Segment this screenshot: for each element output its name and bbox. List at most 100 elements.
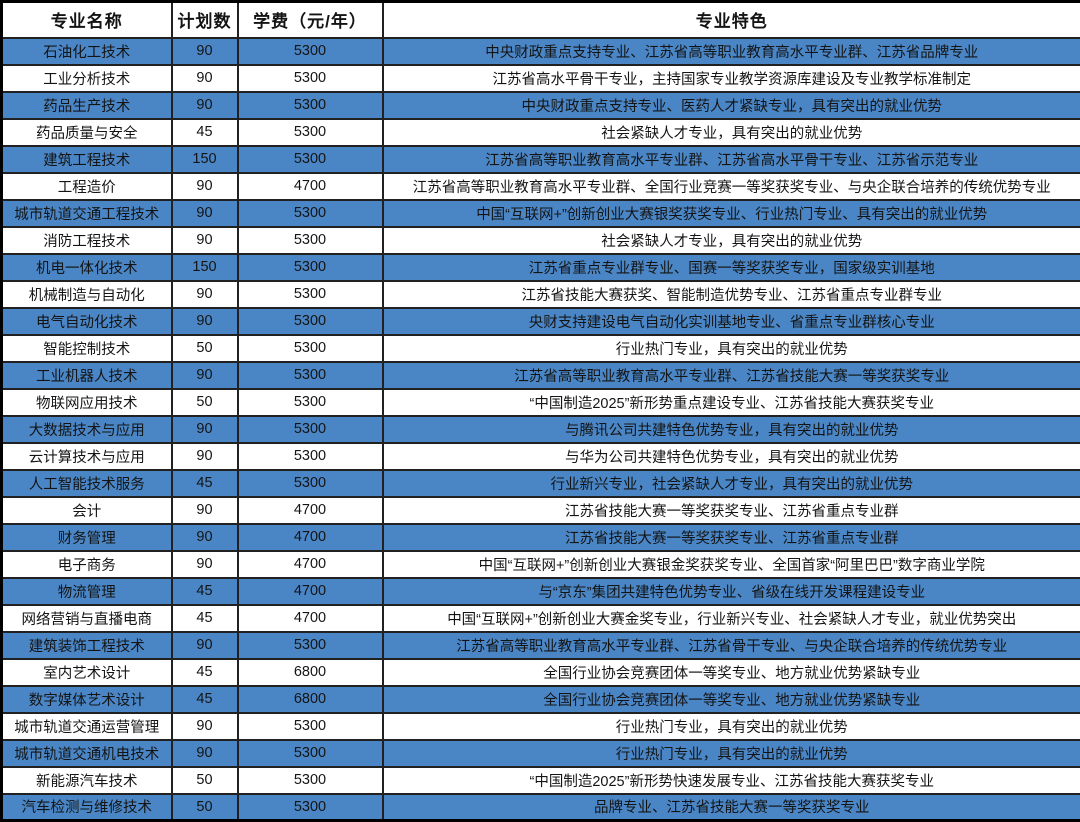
cell-plan-count: 90 (172, 713, 238, 740)
cell-tuition: 5300 (238, 443, 383, 470)
cell-major-name: 会计 (2, 497, 172, 524)
cell-major-feature: 中央财政重点支持专业、医药人才紧缺专业，具有突出的就业优势 (383, 92, 1080, 119)
cell-plan-count: 45 (172, 659, 238, 686)
cell-plan-count: 45 (172, 470, 238, 497)
cell-tuition: 4700 (238, 551, 383, 578)
cell-plan-count: 90 (172, 416, 238, 443)
cell-major-feature: 全国行业协会竞赛团体一等奖专业、地方就业优势紧缺专业 (383, 659, 1080, 686)
table-row: 城市轨道交通工程技术 90 5300 中国“互联网+”创新创业大赛银奖获奖专业、… (2, 200, 1080, 227)
table-row: 室内艺术设计 45 6800 全国行业协会竞赛团体一等奖专业、地方就业优势紧缺专… (2, 659, 1080, 686)
cell-major-feature: 中国“互联网+”创新创业大赛金奖专业，行业新兴专业、社会紧缺人才专业，就业优势突… (383, 605, 1080, 632)
cell-plan-count: 50 (172, 335, 238, 362)
header-major-feature: 专业特色 (383, 2, 1080, 38)
cell-major-feature: 江苏省高等职业教育高水平专业群、江苏省技能大赛一等奖获奖专业 (383, 362, 1080, 389)
table-row: 云计算技术与应用 90 5300 与华为公司共建特色优势专业，具有突出的就业优势 (2, 443, 1080, 470)
cell-major-feature: 品牌专业、江苏省技能大赛一等奖获奖专业 (383, 794, 1080, 821)
cell-tuition: 4700 (238, 497, 383, 524)
cell-plan-count: 90 (172, 308, 238, 335)
cell-tuition: 4700 (238, 605, 383, 632)
cell-tuition: 5300 (238, 227, 383, 254)
table-row: 电气自动化技术 90 5300 央财支持建设电气自动化实训基地专业、省重点专业群… (2, 308, 1080, 335)
table-row: 网络营销与直播电商 45 4700 中国“互联网+”创新创业大赛金奖专业，行业新… (2, 605, 1080, 632)
cell-major-feature: “中国制造2025”新形势重点建设专业、江苏省技能大赛获奖专业 (383, 389, 1080, 416)
cell-tuition: 5300 (238, 254, 383, 281)
cell-major-feature: 中央财政重点支持专业、江苏省高等职业教育高水平专业群、江苏省品牌专业 (383, 38, 1080, 65)
cell-plan-count: 90 (172, 227, 238, 254)
cell-major-feature: “中国制造2025”新形势快速发展专业、江苏省技能大赛获奖专业 (383, 767, 1080, 794)
table-header: 专业名称 计划数 学费（元/年） 专业特色 (2, 2, 1080, 38)
cell-major-name: 建筑装饰工程技术 (2, 632, 172, 659)
cell-major-name: 汽车检测与维修技术 (2, 794, 172, 821)
header-major-name: 专业名称 (2, 2, 172, 38)
cell-major-feature: 中国“互联网+”创新创业大赛银金奖获奖专业、全国首家“阿里巴巴”数字商业学院 (383, 551, 1080, 578)
cell-plan-count: 45 (172, 686, 238, 713)
cell-major-feature: 江苏省技能大赛获奖、智能制造优势专业、江苏省重点专业群专业 (383, 281, 1080, 308)
table-row: 药品质量与安全 45 5300 社会紧缺人才专业，具有突出的就业优势 (2, 119, 1080, 146)
cell-tuition: 5300 (238, 281, 383, 308)
cell-tuition: 4700 (238, 578, 383, 605)
cell-major-feature: 中国“互联网+”创新创业大赛银奖获奖专业、行业热门专业、具有突出的就业优势 (383, 200, 1080, 227)
cell-plan-count: 90 (172, 173, 238, 200)
table-row: 建筑工程技术 150 5300 江苏省高等职业教育高水平专业群、江苏省高水平骨干… (2, 146, 1080, 173)
cell-major-name: 数字媒体艺术设计 (2, 686, 172, 713)
cell-plan-count: 50 (172, 767, 238, 794)
cell-major-name: 城市轨道交通工程技术 (2, 200, 172, 227)
cell-major-name: 工程造价 (2, 173, 172, 200)
cell-plan-count: 90 (172, 38, 238, 65)
cell-tuition: 6800 (238, 686, 383, 713)
table-row: 物联网应用技术 50 5300 “中国制造2025”新形势重点建设专业、江苏省技… (2, 389, 1080, 416)
cell-major-feature: 央财支持建设电气自动化实训基地专业、省重点专业群核心专业 (383, 308, 1080, 335)
cell-tuition: 5300 (238, 146, 383, 173)
table-row: 机械制造与自动化 90 5300 江苏省技能大赛获奖、智能制造优势专业、江苏省重… (2, 281, 1080, 308)
cell-major-name: 智能控制技术 (2, 335, 172, 362)
table-row: 汽车检测与维修技术 50 5300 品牌专业、江苏省技能大赛一等奖获奖专业 (2, 794, 1080, 821)
cell-major-name: 消防工程技术 (2, 227, 172, 254)
cell-major-feature: 社会紧缺人才专业，具有突出的就业优势 (383, 119, 1080, 146)
table-row: 数字媒体艺术设计 45 6800 全国行业协会竞赛团体一等奖专业、地方就业优势紧… (2, 686, 1080, 713)
cell-plan-count: 150 (172, 254, 238, 281)
cell-tuition: 5300 (238, 470, 383, 497)
cell-major-name: 工业机器人技术 (2, 362, 172, 389)
table-row: 工程造价 90 4700 江苏省高等职业教育高水平专业群、全国行业竞赛一等奖获奖… (2, 173, 1080, 200)
table-row: 智能控制技术 50 5300 行业热门专业，具有突出的就业优势 (2, 335, 1080, 362)
table-row: 物流管理 45 4700 与“京东”集团共建特色优势专业、省级在线开发课程建设专… (2, 578, 1080, 605)
cell-major-name: 药品质量与安全 (2, 119, 172, 146)
cell-major-name: 药品生产技术 (2, 92, 172, 119)
table-row: 药品生产技术 90 5300 中央财政重点支持专业、医药人才紧缺专业，具有突出的… (2, 92, 1080, 119)
header-tuition: 学费（元/年） (238, 2, 383, 38)
table-row: 人工智能技术服务 45 5300 行业新兴专业，社会紧缺人才专业，具有突出的就业… (2, 470, 1080, 497)
cell-major-name: 人工智能技术服务 (2, 470, 172, 497)
cell-tuition: 4700 (238, 524, 383, 551)
cell-plan-count: 90 (172, 551, 238, 578)
cell-major-feature: 行业热门专业，具有突出的就业优势 (383, 713, 1080, 740)
cell-tuition: 6800 (238, 659, 383, 686)
cell-plan-count: 50 (172, 794, 238, 821)
cell-major-feature: 全国行业协会竞赛团体一等奖专业、地方就业优势紧缺专业 (383, 686, 1080, 713)
table-row: 城市轨道交通运营管理 90 5300 行业热门专业，具有突出的就业优势 (2, 713, 1080, 740)
cell-tuition: 5300 (238, 389, 383, 416)
table-row: 工业分析技术 90 5300 江苏省高水平骨干专业，主持国家专业教学资源库建设及… (2, 65, 1080, 92)
cell-major-name: 建筑工程技术 (2, 146, 172, 173)
cell-plan-count: 90 (172, 632, 238, 659)
cell-plan-count: 90 (172, 497, 238, 524)
cell-major-name: 物联网应用技术 (2, 389, 172, 416)
cell-major-feature: 江苏省技能大赛一等奖获奖专业、江苏省重点专业群 (383, 497, 1080, 524)
cell-tuition: 5300 (238, 200, 383, 227)
cell-tuition: 5300 (238, 416, 383, 443)
cell-major-name: 城市轨道交通机电技术 (2, 740, 172, 767)
cell-major-name: 云计算技术与应用 (2, 443, 172, 470)
cell-major-feature: 江苏省高等职业教育高水平专业群、江苏省骨干专业、与央企联合培养的传统优势专业 (383, 632, 1080, 659)
cell-tuition: 5300 (238, 740, 383, 767)
cell-major-feature: 江苏省高水平骨干专业，主持国家专业教学资源库建设及专业教学标准制定 (383, 65, 1080, 92)
cell-tuition: 5300 (238, 65, 383, 92)
cell-major-name: 网络营销与直播电商 (2, 605, 172, 632)
cell-tuition: 5300 (238, 92, 383, 119)
table-row: 城市轨道交通机电技术 90 5300 行业热门专业，具有突出的就业优势 (2, 740, 1080, 767)
table-row: 工业机器人技术 90 5300 江苏省高等职业教育高水平专业群、江苏省技能大赛一… (2, 362, 1080, 389)
cell-major-name: 电子商务 (2, 551, 172, 578)
header-plan-count: 计划数 (172, 2, 238, 38)
cell-major-name: 城市轨道交通运营管理 (2, 713, 172, 740)
cell-tuition: 5300 (238, 119, 383, 146)
table-body: 石油化工技术 90 5300 中央财政重点支持专业、江苏省高等职业教育高水平专业… (2, 38, 1080, 821)
